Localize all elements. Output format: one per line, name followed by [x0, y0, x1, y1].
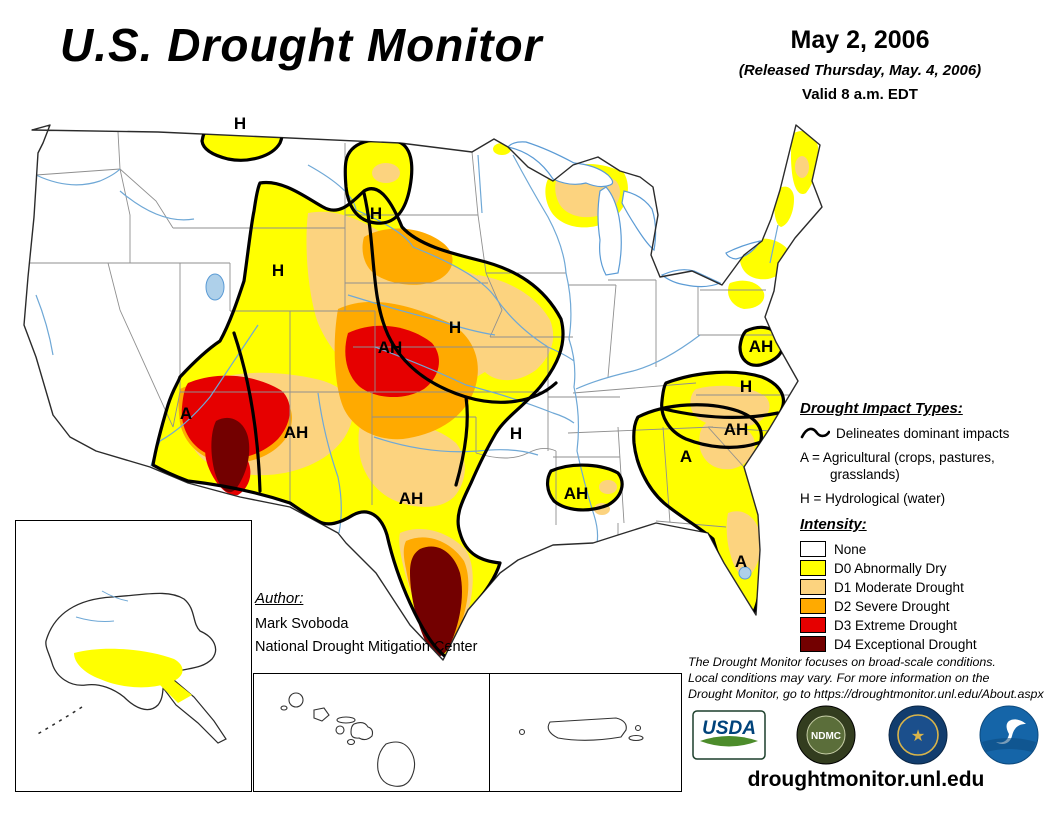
intensity-row-d3: D3 Extreme Drought — [800, 617, 1050, 633]
impact-label: AH — [749, 337, 774, 356]
impact-label: A — [180, 404, 192, 423]
impact-delineation-lines — [151, 125, 786, 659]
intensity-legend: Intensity: None D0 Abnormally Dry D1 Mod… — [800, 516, 1050, 655]
impact-label: H — [510, 424, 522, 443]
impact-label: AH — [284, 423, 309, 442]
date-block: May 2, 2006 (Released Thursday, May. 4, … — [700, 26, 1020, 103]
impact-label: AH — [724, 420, 749, 439]
impact-legend-heading: Drought Impact Types: — [800, 400, 963, 417]
intensity-swatch — [800, 579, 826, 595]
impact-label: AH — [564, 484, 589, 503]
author-heading: Author: — [255, 590, 304, 607]
lake-okeechobee — [738, 566, 752, 580]
rivers — [35, 154, 779, 580]
impact-label: H — [449, 318, 461, 337]
impact-label: H — [740, 377, 752, 396]
impact-label: AH — [378, 338, 403, 357]
puerto-rico-map — [518, 717, 644, 742]
impact-types-legend: Drought Impact Types: Delineates dominan… — [800, 400, 1050, 515]
intensity-swatch — [800, 560, 826, 576]
delineates-line-icon — [800, 427, 830, 439]
delineates-label: Delineates dominant impacts — [836, 425, 1010, 441]
intensity-row-none: None — [800, 541, 1050, 557]
intensity-row-d2: D2 Severe Drought — [800, 598, 1050, 614]
impact-label: H — [370, 204, 382, 223]
hawaii-inset — [253, 673, 490, 792]
intensity-swatch — [800, 598, 826, 614]
page-title: U.S. Drought Monitor — [60, 19, 543, 71]
usda-logo: USDA — [692, 710, 766, 760]
intensity-row-d4: D4 Exceptional Drought — [800, 636, 1050, 652]
intensity-swatch — [800, 636, 826, 652]
impact-label: H — [272, 261, 284, 280]
impact-label: AH — [399, 489, 424, 508]
intensity-swatch — [800, 617, 826, 633]
puerto-rico-inset — [489, 673, 682, 792]
impact-label: A — [680, 447, 692, 466]
state-boundaries — [28, 131, 800, 543]
author-name: Mark Svoboda — [255, 616, 349, 632]
intensity-swatch — [800, 541, 826, 557]
impact-label: A — [735, 552, 747, 571]
intensity-legend-heading: Intensity: — [800, 516, 867, 533]
intensity-row-d0: D0 Abnormally Dry — [800, 560, 1050, 576]
hydrological-definition: H = Hydrological (water) — [800, 490, 946, 506]
impact-labels: H H H H AH A AH H AH AH AH H AH A A — [180, 114, 773, 571]
agricultural-definition: A = Agricultural (crops, pastures, grass… — [800, 450, 995, 482]
author-block: Author: Mark Svoboda National Drought Mi… — [255, 590, 515, 655]
author-organization: National Drought Mitigation Center — [255, 639, 478, 655]
impact-label: H — [234, 114, 246, 133]
delineates-row: Delineates dominant impacts — [800, 425, 1050, 441]
great-lakes — [506, 141, 762, 288]
great-salt-lake — [205, 273, 225, 301]
alaska-map — [35, 590, 227, 744]
svg-text:USDA: USDA — [702, 718, 756, 739]
svg-text:★: ★ — [910, 726, 924, 745]
site-url: droughtmonitor.unl.edu — [747, 768, 985, 791]
alaska-inset — [15, 520, 252, 792]
conus-drought-map: H H H H AH A AH H AH AH AH H AH A A — [23, 114, 823, 661]
ndmc-logo: NDMC — [796, 705, 856, 765]
hawaii-map — [280, 692, 416, 787]
agency-logo-row: USDA NDMC ★ — [692, 704, 1040, 766]
commerce-seal: ★ — [888, 705, 948, 765]
valid-time: Valid 8 a.m. EDT — [802, 86, 918, 103]
svg-text:NDMC: NDMC — [811, 731, 841, 742]
release-date: (Released Thursday, May. 4, 2006) — [738, 62, 982, 79]
report-date: May 2, 2006 — [790, 26, 930, 54]
disclaimer-text: The Drought Monitor focuses on broad-sca… — [688, 655, 1044, 701]
intensity-row-d1: D1 Moderate Drought — [800, 579, 1050, 595]
noaa-seal — [979, 705, 1039, 765]
